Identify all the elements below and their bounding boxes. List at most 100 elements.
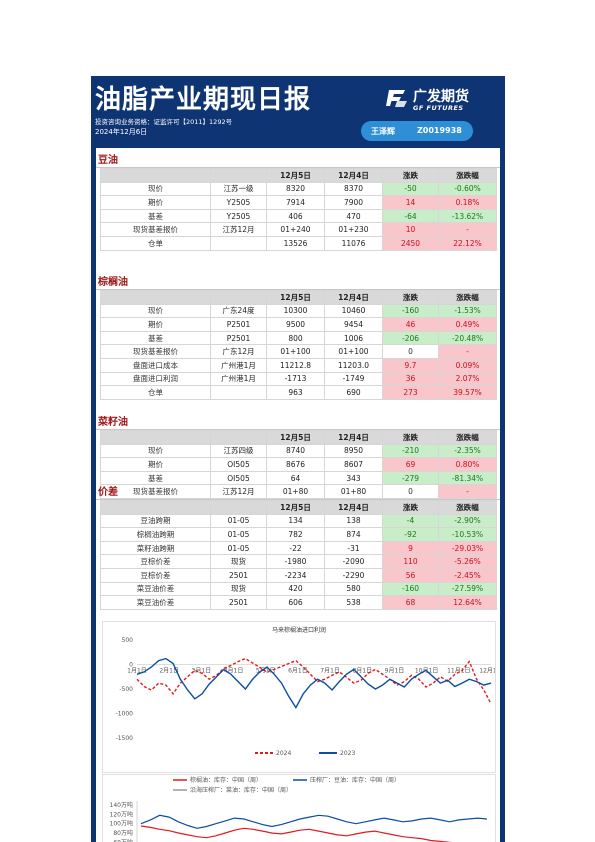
blank-header <box>100 290 211 305</box>
cell-spec: 现货 <box>210 554 267 569</box>
y-tick-label: 100万吨 <box>110 820 133 828</box>
cell-d1: 8740 <box>266 443 325 459</box>
cell-spec: 江苏四级 <box>210 443 267 459</box>
cell-name: 基差 <box>100 470 211 486</box>
table-row: 棕榈油跨期 01-05 782 874 -92 -10.53% <box>100 527 497 542</box>
y-tick-label: 500 <box>122 637 134 644</box>
section-title: 棕榈油 <box>96 276 500 290</box>
table-row: 菜豆油价差 现货 420 580 -160 -27.59% <box>100 581 497 597</box>
blank-header <box>100 430 211 445</box>
cell-spec: 01-05 <box>210 540 267 556</box>
cell-d2: 538 <box>324 595 383 610</box>
logo-en-text: GF FUTURES <box>413 104 464 112</box>
x-tick-label: 11月1日 <box>447 668 470 675</box>
table-row: 豆棕价差 2501 -2234 -2290 56 -2.45% <box>100 567 497 583</box>
table-row: 基差 P2501 800 1006 -206 -20.48% <box>100 330 497 346</box>
x-tick-label: 6月1日 <box>288 668 308 675</box>
cell-spec: 2501 <box>210 567 267 583</box>
cell-name: 期价 <box>100 195 211 210</box>
cell-chg: -206 <box>382 330 439 346</box>
cell-pct: -13.62% <box>438 208 497 224</box>
cell-d2: 01+230 <box>324 222 383 237</box>
chart-inventory: 棕榈油：库存：中国（周） 压榨厂：豆油：库存：中国（周） 沿海压榨厂：菜油：库存：中… <box>102 774 496 842</box>
legend-label: 2023 <box>340 750 355 757</box>
cell-chg: 14 <box>382 195 439 210</box>
cell-chg: 9 <box>382 540 439 556</box>
cell-d2: 8607 <box>324 457 383 472</box>
x-tick-label: 1月1日 <box>127 668 147 675</box>
cell-chg: -210 <box>382 443 439 459</box>
cell-name: 豆油跨期 <box>100 513 211 529</box>
cell-name: 期价 <box>100 457 211 472</box>
column-header: 涨跌幅 <box>438 290 497 305</box>
section-2: 菜籽油 12月5日 12月4日 涨跌 涨跌幅 现价 江苏四级 8740 8950 -210 -2.3… <box>96 416 500 513</box>
column-header: 12月5日 <box>266 430 325 445</box>
column-header: 12月4日 <box>324 168 383 183</box>
y-tick-label: 0 <box>129 662 133 669</box>
cell-chg: 9.7 <box>382 357 439 373</box>
cell-name: 棕榈油跨期 <box>100 527 211 542</box>
blank-header <box>100 168 211 183</box>
x-tick-label: 4月1日 <box>224 668 244 675</box>
cell-name: 现货基差报价 <box>100 222 211 237</box>
column-header: 涨跌幅 <box>438 500 497 515</box>
right-border <box>500 148 505 842</box>
cell-chg: 0 <box>382 344 439 359</box>
table-row: 期价 P2501 9500 9454 46 0.49% <box>100 317 497 332</box>
cell-d1: 406 <box>266 208 325 224</box>
cell-d2: -31 <box>324 540 383 556</box>
cell-spec: 广州港1月 <box>210 371 267 387</box>
logo-cn-text: 广发期货 <box>413 89 469 105</box>
cell-name: 现价 <box>100 443 211 459</box>
table-header-row: 12月5日 12月4日 涨跌 涨跌幅 <box>100 500 497 515</box>
cell-spec: 广东12月 <box>210 344 267 359</box>
table-row: 基差 Y2505 406 470 -64 -13.62% <box>100 208 497 224</box>
cell-spec: OI505 <box>210 470 267 486</box>
column-header: 涨跌 <box>382 430 439 445</box>
price-table: 12月5日 12月4日 涨跌 涨跌幅 现价 江苏四级 8740 8950 -210 -2.35% 期… <box>100 430 497 513</box>
table-row: 菜豆油价差 2501 606 538 68 12.64% <box>100 595 497 610</box>
cell-pct: 39.57% <box>438 385 497 400</box>
x-tick-label: 12月1日 <box>479 668 495 675</box>
table-row: 盘面进口利润 广州港1月 -1713 -1749 36 2.07% <box>100 371 497 387</box>
cell-d1: 606 <box>266 595 325 610</box>
cell-chg: 2450 <box>382 235 439 251</box>
price-table: 12月5日 12月4日 涨跌 涨跌幅 豆油跨期 01-05 134 138 -4 -2.90% 棕榈… <box>100 500 497 610</box>
y-tick-label: -1000 <box>116 711 134 718</box>
cell-pct: -29.03% <box>438 540 497 556</box>
cell-name: 仓单 <box>100 235 211 251</box>
table-header-row: 12月5日 12月4日 涨跌 涨跌幅 <box>100 290 497 305</box>
cell-spec: 广州港1月 <box>210 357 267 373</box>
cell-name: 期价 <box>100 317 211 332</box>
blank-header <box>210 290 267 305</box>
cell-pct: 0.09% <box>438 357 497 373</box>
table-row: 现货基差报价 广东12月 01+100 01+100 0- <box>100 344 497 359</box>
blank-header <box>210 168 267 183</box>
cell-chg: 10 <box>382 222 439 237</box>
cell-spec: 现货 <box>210 581 267 597</box>
cell-chg: 68 <box>382 595 439 610</box>
cell-chg: 110 <box>382 554 439 569</box>
cell-d2: 138 <box>324 513 383 529</box>
report-sheet: 油脂产业期现日报 投资咨询业务资格：证监许可【2011】1292号 2024年1… <box>91 76 505 842</box>
x-tick-label: 2月1日 <box>159 668 179 675</box>
cell-spec: 01-05 <box>210 527 267 542</box>
cell-d2: 1006 <box>324 330 383 346</box>
cell-d1: -22 <box>266 540 325 556</box>
column-header: 12月5日 <box>266 500 325 515</box>
cell-pct: -10.53% <box>438 527 497 542</box>
cell-chg: 69 <box>382 457 439 472</box>
cell-name: 豆棕价差 <box>100 554 211 569</box>
cell-d2: 690 <box>324 385 383 400</box>
column-header: 12月4日 <box>324 290 383 305</box>
cell-pct: -2.45% <box>438 567 497 583</box>
cell-d2: 9454 <box>324 317 383 332</box>
table-header-row: 12月5日 12月4日 涨跌 涨跌幅 <box>100 168 497 183</box>
cell-name: 基差 <box>100 208 211 224</box>
report-title: 油脂产业期现日报 <box>95 85 312 115</box>
legend-label: 沿海压榨厂：菜油：库存：中国（周） <box>190 786 292 794</box>
cell-d2: 7900 <box>324 195 383 210</box>
cell-pct: 2.07% <box>438 371 497 387</box>
cell-spec: OI505 <box>210 457 267 472</box>
column-header: 涨跌 <box>382 168 439 183</box>
